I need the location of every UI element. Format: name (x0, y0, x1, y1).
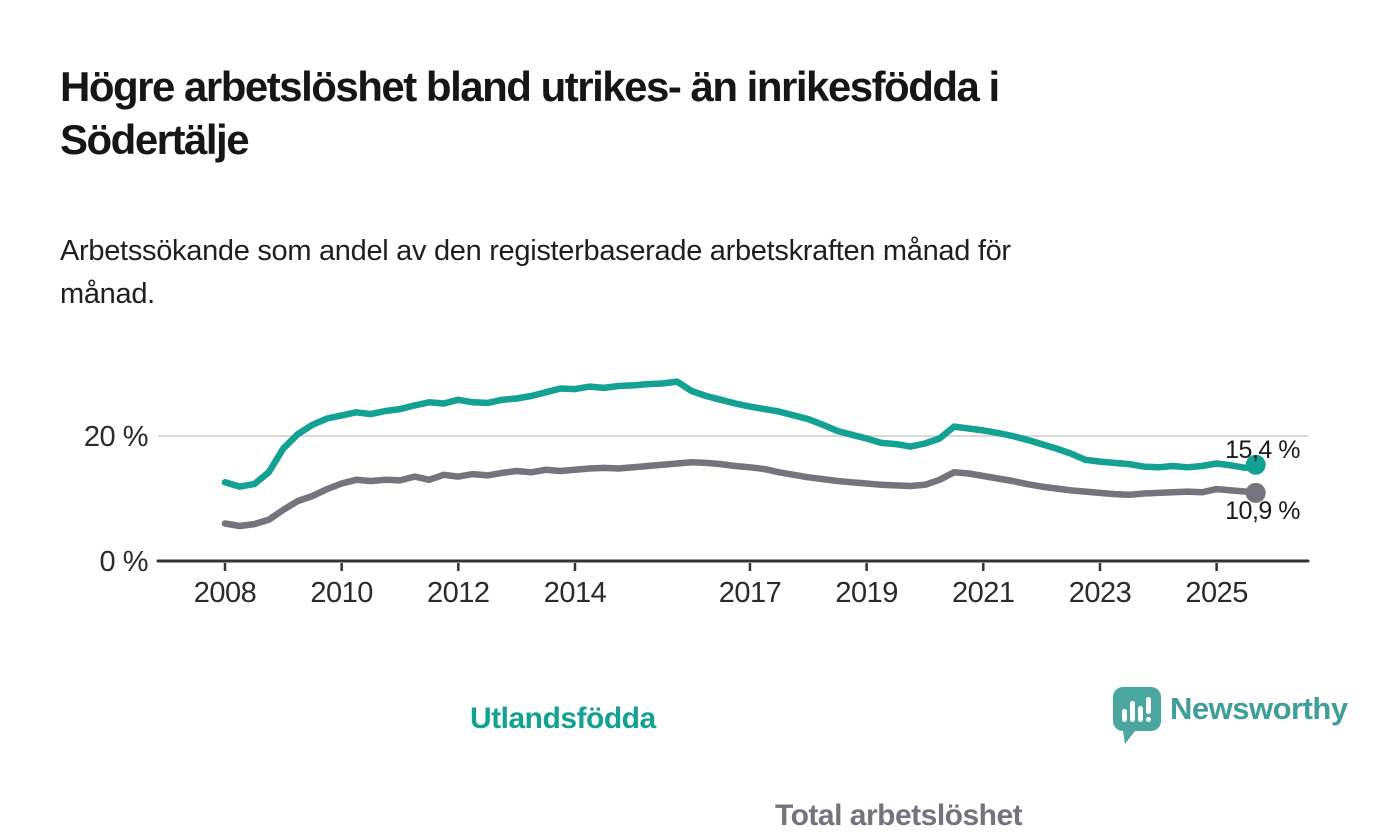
series-label-total-arbetsloshet: Total arbetslöshet (775, 799, 1023, 832)
x-axis-label-2025: 2025 (1185, 577, 1248, 609)
x-axis-label-2008: 2008 (194, 577, 257, 609)
x-axis-label-2021: 2021 (952, 577, 1015, 609)
series-end-dot-0 (1245, 454, 1266, 475)
line-chart-canvas: 0 % 20 % 2008 2010 2012 2014 2017 2019 2021 2023 2… (84, 378, 1310, 609)
bar-chart-glyph (1122, 697, 1151, 722)
newsworthy-brand: Newsworthy (1112, 686, 1362, 748)
end-value-total-arbetsloshet: 10,9 % (1225, 497, 1300, 525)
newsworthy-wordmark: Newsworthy (1170, 691, 1348, 726)
x-axis-label-2019: 2019 (835, 577, 898, 609)
series-end-dot-1 (1245, 482, 1266, 503)
x-axis-label-2017: 2017 (719, 577, 782, 609)
x-axis-label-2014: 2014 (544, 577, 607, 609)
page-title-line-2: Södertälje (60, 116, 250, 163)
series-label-utlandsfodda: Utlandsfödda (470, 702, 656, 735)
x-axis-label-2023: 2023 (1069, 577, 1132, 609)
speech-bubble-shape (1113, 687, 1161, 744)
x-axis-label-2010: 2010 (310, 577, 373, 609)
chart-subtitle-line-1: Arbetssökande som andel av den registerb… (60, 235, 1011, 267)
page-title: Högre arbetslöshet bland utrikes- än inr… (60, 60, 1370, 166)
chart-subtitle-line-2: månad. (60, 278, 155, 310)
series-line-0 (221, 378, 1259, 490)
x-axis-label-2012: 2012 (427, 577, 490, 609)
newsworthy-logo-icon (1113, 687, 1161, 744)
chart-subtitle: Arbetssökande som andel av den registerb… (60, 230, 1310, 316)
end-value-utlandsfodda: 15,4 % (1225, 436, 1300, 464)
line-chart: 0 % 20 % 2008 2010 2012 2014 2017 2019 2021 2023 2… (0, 330, 1400, 832)
series-line-1 (221, 459, 1259, 530)
page-title-line-1: Högre arbetslöshet bland utrikes- än inr… (60, 63, 1000, 110)
y-axis-label-20: 20 % (84, 421, 148, 453)
y-axis-label-0: 0 % (100, 546, 148, 578)
